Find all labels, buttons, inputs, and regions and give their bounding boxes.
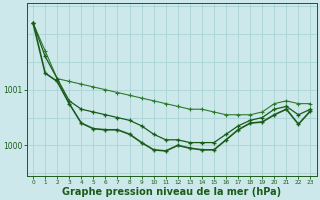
X-axis label: Graphe pression niveau de la mer (hPa): Graphe pression niveau de la mer (hPa) <box>62 187 281 197</box>
